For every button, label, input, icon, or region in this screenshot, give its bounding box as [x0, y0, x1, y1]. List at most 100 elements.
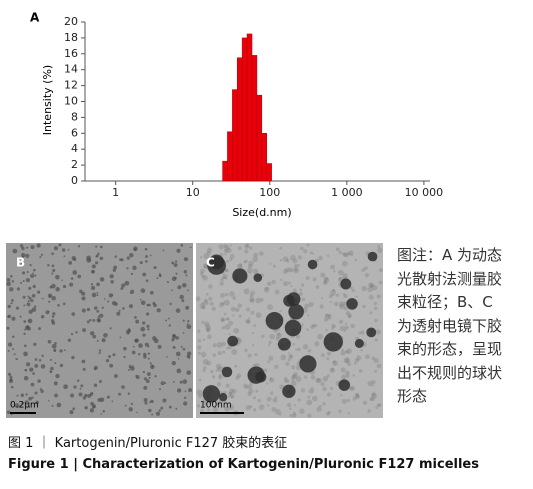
texture: [230, 393, 235, 399]
scale-bar-label: 100nm: [200, 401, 232, 411]
bar: [236, 57, 243, 182]
particle: [26, 302, 31, 307]
particle: [150, 364, 155, 370]
particle: [24, 344, 27, 348]
particle: [28, 319, 30, 322]
texture: [211, 375, 216, 379]
texture: [255, 389, 259, 393]
particle: [47, 264, 50, 267]
texture: [236, 263, 243, 270]
particle: [48, 300, 51, 303]
bar: [232, 89, 238, 182]
texture: [206, 329, 210, 332]
texture: [203, 366, 207, 370]
texture: [341, 374, 347, 380]
texture: [244, 348, 248, 353]
texture: [224, 406, 230, 412]
texture: [286, 402, 292, 408]
particle: [73, 385, 77, 389]
texture: [290, 285, 293, 288]
texture: [216, 342, 223, 348]
particle: [53, 381, 58, 386]
y-tick-label: 14: [64, 63, 78, 76]
particle: [30, 299, 34, 303]
particle: [338, 379, 351, 391]
texture: [212, 343, 217, 348]
texture: [355, 394, 360, 399]
particle: [12, 335, 15, 339]
x-tick-label: 100: [259, 186, 280, 199]
particle: [147, 357, 150, 360]
texture: [258, 251, 264, 256]
particle: [171, 360, 176, 366]
particle: [58, 243, 62, 247]
particle: [134, 338, 139, 343]
particle: [52, 312, 56, 316]
texture: [254, 352, 258, 357]
texture: [364, 272, 370, 278]
particle: [182, 379, 188, 384]
texture: [270, 391, 274, 395]
texture: [369, 397, 373, 401]
texture: [291, 375, 296, 380]
particle: [89, 331, 95, 336]
texture: [243, 288, 250, 295]
texture: [201, 301, 205, 305]
texture: [306, 243, 310, 247]
texture: [320, 297, 324, 300]
texture: [285, 361, 290, 366]
particle: [158, 409, 161, 412]
particle: [90, 283, 94, 286]
particle: [9, 287, 14, 292]
texture: [292, 288, 297, 293]
particle: [139, 298, 142, 301]
texture: [200, 256, 203, 259]
texture: [249, 297, 255, 303]
texture: [269, 377, 275, 383]
particle: [35, 400, 39, 405]
texture: [218, 302, 224, 308]
texture: [228, 333, 231, 336]
particle: [128, 304, 133, 309]
texture: [354, 357, 360, 363]
particle: [62, 284, 67, 289]
particle: [84, 406, 88, 410]
texture: [226, 247, 232, 254]
texture: [326, 374, 330, 378]
particle: [51, 252, 54, 256]
texture: [369, 284, 373, 288]
texture: [332, 360, 337, 364]
particle: [26, 271, 29, 274]
texture: [223, 248, 228, 253]
texture: [196, 404, 200, 408]
particle: [11, 316, 16, 321]
texture: [344, 322, 348, 325]
particle: [40, 315, 45, 319]
particle: [19, 244, 24, 248]
texture: [197, 329, 201, 333]
texture: [224, 324, 231, 330]
particle: [16, 394, 19, 397]
texture: [347, 362, 352, 367]
particle: [105, 358, 110, 363]
texture: [374, 318, 378, 323]
texture: [355, 392, 359, 397]
particle: [142, 333, 146, 337]
particle: [99, 277, 105, 282]
texture: [216, 401, 221, 406]
texture: [329, 367, 335, 373]
texture: [249, 271, 252, 274]
x-tick-label: 1 000: [331, 186, 363, 199]
texture: [371, 384, 374, 387]
texture: [346, 398, 351, 403]
texture: [342, 252, 348, 257]
y-axis-label: Intensity (%): [41, 65, 54, 135]
bar: [246, 33, 253, 182]
texture: [326, 254, 330, 257]
particle: [24, 368, 28, 372]
texture: [318, 255, 323, 261]
particle: [25, 362, 31, 367]
texture: [342, 252, 345, 255]
particle: [118, 392, 122, 396]
texture: [231, 388, 237, 394]
